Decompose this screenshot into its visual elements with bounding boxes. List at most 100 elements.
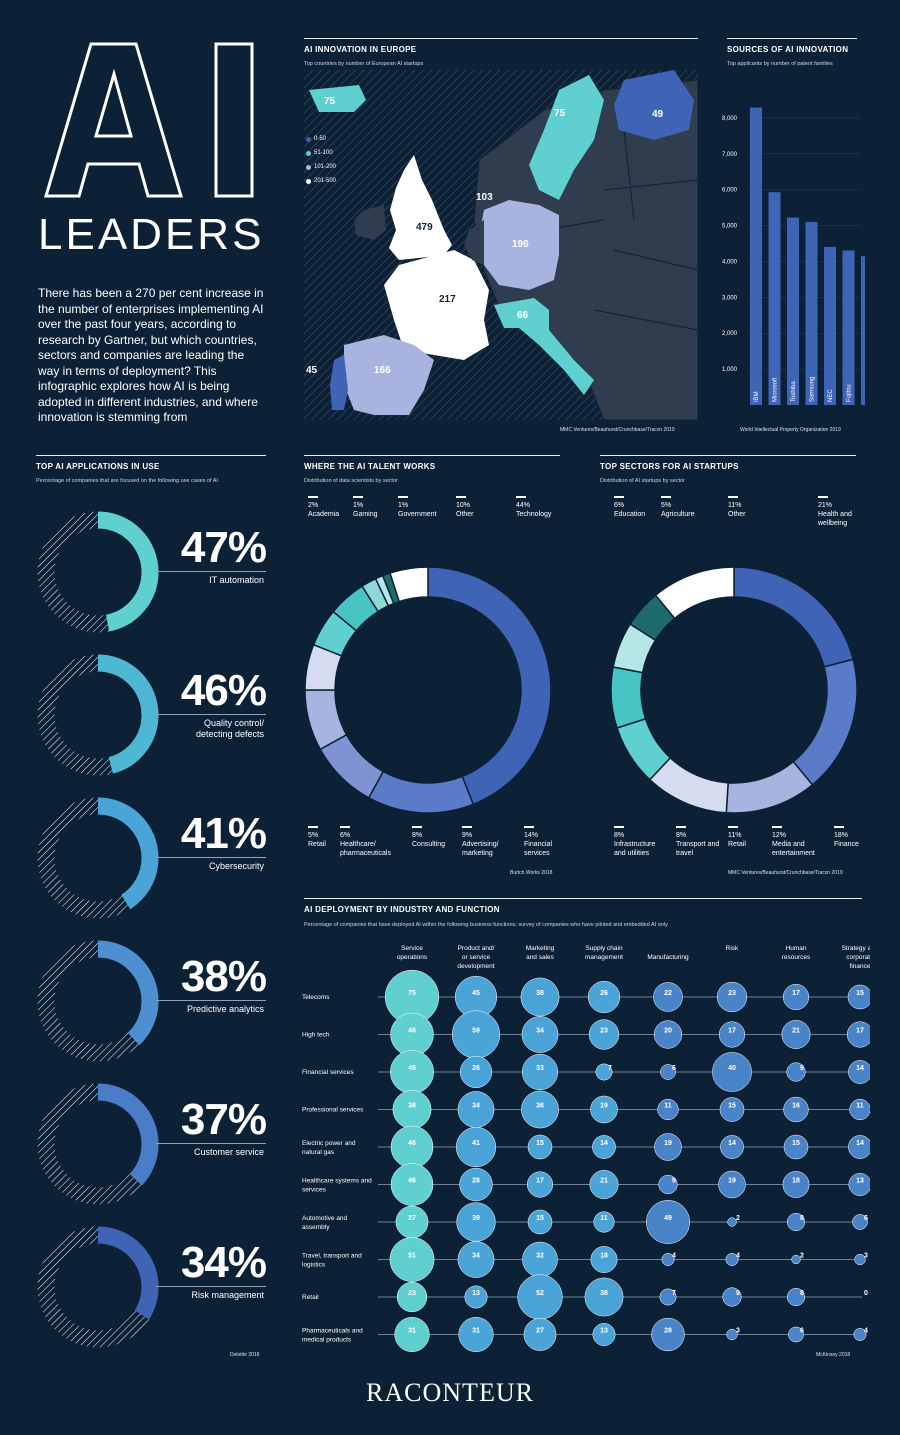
- column-header: corporate: [846, 954, 870, 961]
- france-value: 217: [439, 294, 456, 305]
- segment-percent: 12%: [772, 832, 786, 839]
- bubble: [786, 1287, 806, 1307]
- row-label: Travel, transport and: [302, 1253, 362, 1260]
- bubble: [853, 1328, 867, 1341]
- portugal-shape: [330, 355, 348, 410]
- segment-percent: 10%: [456, 502, 470, 509]
- legend-item: 0-50: [306, 132, 336, 146]
- talent-subtitle: Distribution of data scientists by secto…: [304, 478, 398, 484]
- donut-segment: [654, 566, 735, 620]
- label-tick: [456, 496, 466, 498]
- row-label: Healthcare systems and: [302, 1178, 372, 1185]
- bubble: [394, 1316, 430, 1353]
- legend-item: 101-200: [306, 160, 336, 174]
- bubble: [526, 1171, 554, 1198]
- apps-subtitle: Percentage of companies that are focused…: [36, 478, 218, 484]
- finland-value: 49: [652, 109, 664, 120]
- leaders-heading: LEADERS: [38, 210, 265, 259]
- app-percent: 46%: [180, 666, 267, 715]
- segment-percent: 9%: [462, 832, 472, 839]
- deploy-subtitle: Percentage of companies that have deploy…: [304, 922, 668, 928]
- app-label: Predictive analytics: [186, 1004, 264, 1014]
- bar: [805, 221, 818, 405]
- bubble: [720, 1135, 744, 1159]
- bubble: [590, 1095, 618, 1124]
- patents-title: SOURCES OF AI INNOVATION: [727, 45, 849, 54]
- label-tick: [516, 496, 526, 498]
- bubble: [457, 1091, 495, 1128]
- bubble: [464, 1285, 488, 1309]
- column-header: Manufacturing: [647, 954, 689, 961]
- patents-bar-chart: 8,000 7,000 6,000 5,000 4,000 3,000 2,000 1,000…: [722, 107, 865, 406]
- bubble: [651, 1317, 685, 1352]
- legend-dot: [306, 164, 311, 170]
- bar: [768, 192, 781, 405]
- column-header: resources: [782, 954, 811, 961]
- bubble: [718, 1021, 746, 1048]
- bubble: [719, 1097, 745, 1122]
- uk-value: 479: [416, 222, 433, 233]
- leader-line: [156, 714, 266, 715]
- label-tick: [524, 826, 534, 828]
- column-header: Service: [401, 945, 423, 952]
- label-tick: [462, 826, 472, 828]
- column-header: finance: [850, 963, 870, 970]
- bubble-value: 27: [408, 1215, 416, 1222]
- bubble: [849, 1098, 870, 1121]
- column-header: Strategy and: [842, 945, 870, 952]
- uk-shape: [389, 155, 452, 260]
- legend-label: 0-50: [314, 136, 327, 142]
- bubble-value: 28: [472, 1178, 480, 1185]
- donut-value-arc: [37, 797, 159, 919]
- donut-value-arc: [37, 511, 159, 633]
- bubble: [588, 1019, 620, 1050]
- app-donut: [37, 797, 159, 919]
- bubble: [520, 977, 560, 1017]
- bubble: [592, 1323, 616, 1346]
- bar-label: Fujitsu: [847, 384, 853, 402]
- bubble-value: 14: [856, 1140, 864, 1147]
- bubble: [782, 1171, 810, 1198]
- bubble-value: 49: [408, 1065, 416, 1072]
- bubble: [395, 1205, 429, 1239]
- bubble-value: 0: [864, 1290, 868, 1297]
- y-tick-label: 7,000: [722, 152, 738, 158]
- segment-label: Consulting: [412, 841, 445, 848]
- row-label: Pharmaceuticals and: [302, 1328, 363, 1335]
- segment-percent: 5%: [308, 832, 318, 839]
- donut-value-arc: [37, 1083, 159, 1205]
- italy-value: 66: [517, 310, 529, 321]
- bubble-value: 39: [472, 1215, 480, 1222]
- app-donut: [37, 511, 159, 633]
- bubble: [459, 1167, 493, 1202]
- bar-label: Toshiba: [791, 381, 797, 402]
- legend-dot: [306, 150, 311, 156]
- segment-percent: 6%: [614, 502, 624, 509]
- bar-label: Microsoft: [773, 377, 779, 402]
- label-tick: [676, 826, 686, 828]
- donut-value-arc: [37, 654, 159, 776]
- bubble-value: 38: [408, 1103, 416, 1110]
- bubble-value: 2: [736, 1215, 740, 1222]
- column-header: development: [457, 963, 494, 970]
- bubble-value: 14: [600, 1140, 608, 1147]
- bubble-value: 45: [472, 990, 480, 997]
- bubble: [783, 1096, 809, 1123]
- bubble-value: 18: [792, 1178, 800, 1185]
- bubble: [653, 982, 683, 1012]
- segment-percent: 44%: [516, 502, 530, 509]
- label-tick: [340, 826, 350, 828]
- bubble-value: 26: [600, 990, 608, 997]
- bubble: [722, 1287, 742, 1307]
- sweden-shape: [529, 75, 604, 200]
- bubble: [521, 1053, 559, 1091]
- bar-label: IBM: [754, 391, 760, 402]
- bubble-value: 15: [792, 1140, 800, 1147]
- leader-line: [156, 1286, 266, 1287]
- leader-line: [156, 571, 266, 572]
- segment-percent: 2%: [308, 502, 318, 509]
- bubble-value: 21: [600, 1178, 608, 1185]
- talent-source: Burtch Works 2018: [510, 870, 553, 876]
- row-label: Automotive and: [302, 1215, 348, 1222]
- europe-legend: 0-50 51-100 101-200 201-500: [306, 132, 336, 188]
